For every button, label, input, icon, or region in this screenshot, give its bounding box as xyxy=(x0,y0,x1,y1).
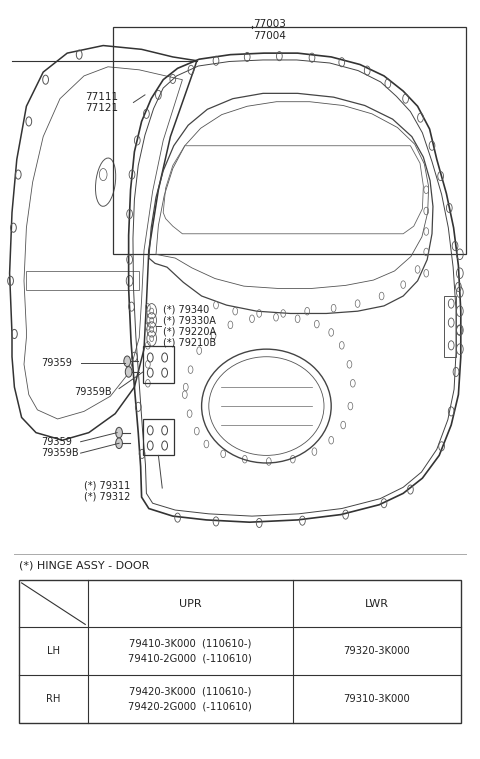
Bar xyxy=(19,580,461,723)
Text: (*) 79330A: (*) 79330A xyxy=(163,315,216,326)
Text: 77111: 77111 xyxy=(85,92,119,102)
Text: (*) 79210B: (*) 79210B xyxy=(163,337,216,348)
Bar xyxy=(143,346,174,383)
Text: 79320-3K000: 79320-3K000 xyxy=(344,646,410,657)
Text: 79310-3K000: 79310-3K000 xyxy=(344,694,410,704)
Text: UPR: UPR xyxy=(179,599,202,609)
Text: 77121: 77121 xyxy=(85,102,119,113)
Circle shape xyxy=(125,367,132,377)
Bar xyxy=(113,27,466,254)
Text: LWR: LWR xyxy=(365,599,389,609)
Text: 79359B: 79359B xyxy=(74,387,112,398)
Circle shape xyxy=(124,356,131,367)
Text: 79359: 79359 xyxy=(41,436,72,447)
Circle shape xyxy=(116,427,122,438)
Text: 77003: 77003 xyxy=(253,19,286,30)
Text: LH: LH xyxy=(47,646,60,657)
Bar xyxy=(26,271,139,290)
Text: 77004: 77004 xyxy=(253,30,286,41)
Text: (*) 79311: (*) 79311 xyxy=(84,480,130,491)
Text: 79359: 79359 xyxy=(41,357,72,368)
Text: (*) 79312: (*) 79312 xyxy=(84,491,131,502)
Bar xyxy=(143,419,174,455)
Text: (*) HINGE ASSY - DOOR: (*) HINGE ASSY - DOOR xyxy=(19,561,150,571)
Bar xyxy=(444,296,456,357)
Text: 79410-3K000  (110610-)
79410-2G000  (-110610): 79410-3K000 (110610-) 79410-2G000 (-1106… xyxy=(129,639,252,663)
Text: RH: RH xyxy=(46,694,60,704)
Circle shape xyxy=(116,438,122,449)
Text: (*) 79220A: (*) 79220A xyxy=(163,326,216,337)
Text: 79420-3K000  (110610-)
79420-2G000  (-110610): 79420-3K000 (110610-) 79420-2G000 (-1106… xyxy=(129,686,252,711)
Text: (*) 79340: (*) 79340 xyxy=(163,304,209,315)
Text: 79359B: 79359B xyxy=(41,448,78,458)
